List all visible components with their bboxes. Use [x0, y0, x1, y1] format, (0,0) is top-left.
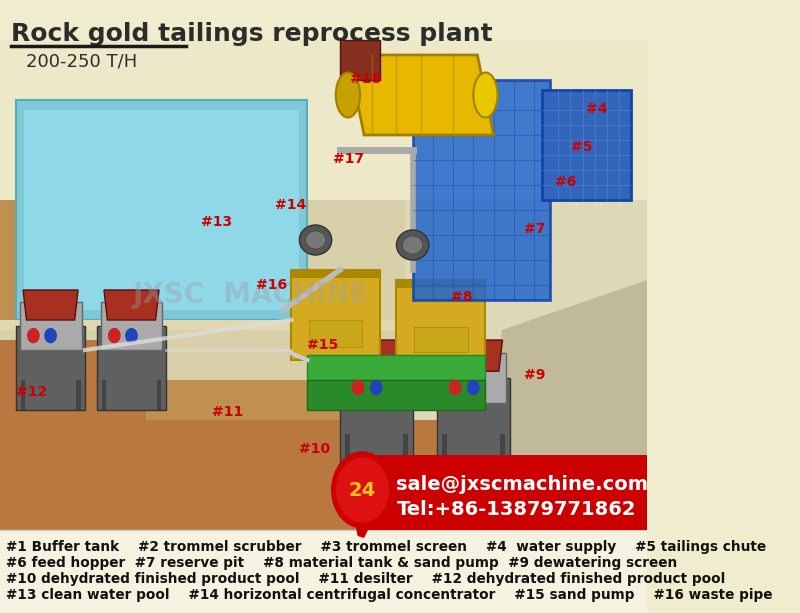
Circle shape — [332, 452, 394, 528]
Polygon shape — [291, 270, 380, 360]
Ellipse shape — [306, 231, 326, 249]
Polygon shape — [16, 326, 85, 410]
Polygon shape — [414, 327, 468, 352]
Polygon shape — [437, 378, 510, 465]
Text: #18: #18 — [350, 72, 381, 86]
Polygon shape — [307, 380, 486, 410]
Polygon shape — [23, 290, 78, 320]
Polygon shape — [347, 340, 406, 371]
Text: #17: #17 — [334, 152, 365, 166]
Text: #16: #16 — [256, 278, 287, 292]
Polygon shape — [359, 455, 647, 530]
Ellipse shape — [402, 236, 422, 254]
Polygon shape — [146, 420, 437, 530]
Circle shape — [109, 329, 120, 343]
Polygon shape — [0, 340, 146, 530]
Polygon shape — [397, 280, 486, 288]
Polygon shape — [340, 40, 380, 80]
Polygon shape — [0, 40, 647, 530]
Polygon shape — [348, 55, 494, 135]
Text: #11: #11 — [212, 405, 243, 419]
Circle shape — [126, 329, 137, 343]
Polygon shape — [0, 380, 421, 530]
Polygon shape — [442, 434, 446, 465]
Polygon shape — [101, 302, 162, 350]
Polygon shape — [403, 434, 408, 465]
Polygon shape — [146, 200, 437, 380]
Text: #6 feed hopper  #7 reserve pit    #8 material tank & sand pump  #9 dewatering sc: #6 feed hopper #7 reserve pit #8 materia… — [6, 556, 678, 570]
Polygon shape — [0, 320, 437, 330]
Polygon shape — [444, 340, 502, 371]
Text: #10: #10 — [299, 442, 330, 456]
Text: #5: #5 — [571, 140, 593, 154]
Polygon shape — [0, 330, 437, 340]
Polygon shape — [16, 100, 307, 320]
Polygon shape — [345, 434, 350, 465]
Polygon shape — [104, 290, 159, 320]
Polygon shape — [0, 530, 647, 613]
Text: Tel:+86-13879771862: Tel:+86-13879771862 — [397, 500, 636, 519]
Ellipse shape — [299, 225, 332, 255]
Text: #15: #15 — [307, 338, 338, 352]
Text: #7: #7 — [524, 222, 546, 236]
Text: #13: #13 — [201, 215, 232, 229]
Text: #1 Buffer tank    #2 trommel scrubber    #3 trommel screen    #4  water supply  : #1 Buffer tank #2 trommel scrubber #3 tr… — [6, 540, 766, 554]
Polygon shape — [76, 380, 81, 410]
Text: #13 clean water pool    #14 horizontal centrifugal concentrator    #15 sand pump: #13 clean water pool #14 horizontal cent… — [6, 588, 773, 602]
Text: #10 dehydrated finished product pool    #11 desilter    #12 dehydrated finished : #10 dehydrated finished product pool #11… — [6, 572, 726, 586]
Text: #8: #8 — [451, 290, 473, 304]
Polygon shape — [343, 352, 409, 403]
Circle shape — [450, 381, 461, 395]
Ellipse shape — [474, 72, 498, 118]
Circle shape — [352, 381, 364, 395]
Text: #9: #9 — [524, 368, 546, 382]
Polygon shape — [502, 280, 647, 530]
Polygon shape — [405, 200, 647, 530]
Text: #14: #14 — [275, 198, 306, 212]
Ellipse shape — [336, 72, 360, 118]
Polygon shape — [542, 90, 631, 200]
Text: sale@jxscmachine.com: sale@jxscmachine.com — [397, 475, 649, 494]
Polygon shape — [24, 110, 299, 310]
Polygon shape — [441, 352, 506, 403]
Polygon shape — [21, 380, 26, 410]
Text: #12: #12 — [16, 385, 47, 399]
Circle shape — [45, 329, 56, 343]
Polygon shape — [309, 319, 362, 346]
Polygon shape — [97, 326, 166, 410]
Text: Rock gold tailings reprocess plant: Rock gold tailings reprocess plant — [11, 22, 493, 46]
Text: JXSC  MACHINE: JXSC MACHINE — [133, 281, 369, 309]
Polygon shape — [413, 80, 550, 300]
Polygon shape — [0, 200, 146, 530]
Polygon shape — [307, 355, 486, 380]
Polygon shape — [102, 380, 106, 410]
Polygon shape — [291, 270, 380, 278]
Polygon shape — [20, 302, 82, 350]
Polygon shape — [157, 380, 162, 410]
Circle shape — [468, 381, 479, 395]
Text: #4: #4 — [586, 102, 607, 116]
Polygon shape — [486, 350, 647, 530]
Text: 200-250 T/H: 200-250 T/H — [26, 52, 137, 70]
Polygon shape — [340, 378, 413, 465]
Polygon shape — [397, 280, 486, 365]
Polygon shape — [356, 528, 369, 538]
Circle shape — [337, 458, 388, 522]
Text: #6: #6 — [555, 175, 577, 189]
Ellipse shape — [397, 230, 429, 260]
Polygon shape — [500, 434, 505, 465]
Circle shape — [370, 381, 382, 395]
Text: 24: 24 — [349, 481, 376, 500]
Circle shape — [28, 329, 39, 343]
